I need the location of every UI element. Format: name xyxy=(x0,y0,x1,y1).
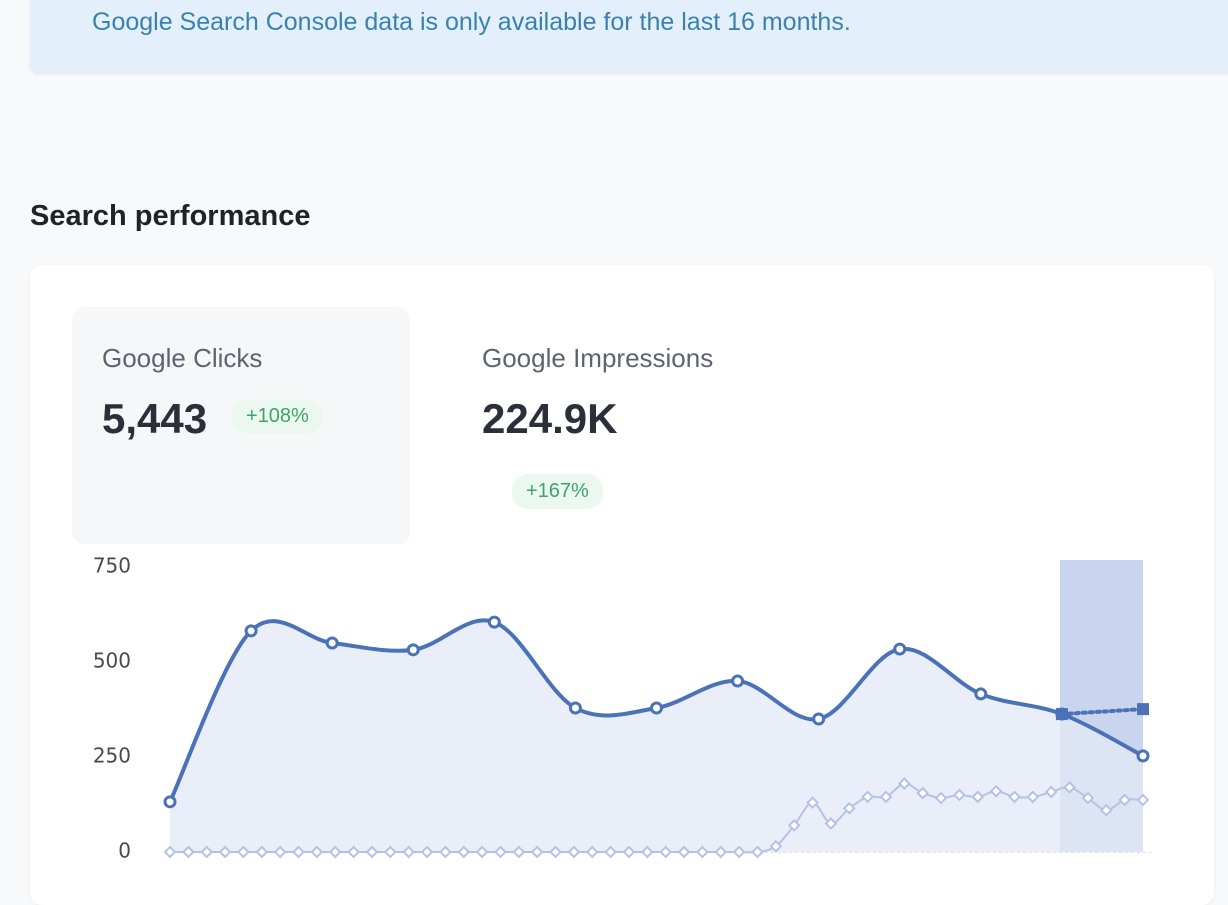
point xyxy=(383,845,397,859)
point xyxy=(1136,749,1150,763)
point xyxy=(255,845,269,859)
y-tick-label: 250 xyxy=(93,744,131,768)
point xyxy=(953,788,966,802)
point xyxy=(787,819,801,832)
point xyxy=(181,845,195,859)
point xyxy=(731,674,745,688)
point xyxy=(568,701,582,715)
point xyxy=(1026,790,1040,804)
point xyxy=(1063,781,1076,794)
notice-banner: Google Search Console data is only avail… xyxy=(30,0,1228,72)
point xyxy=(1044,785,1058,799)
point xyxy=(439,845,452,859)
point xyxy=(420,845,434,859)
point xyxy=(494,845,507,859)
metric-label: Google Impressions xyxy=(482,343,714,373)
point xyxy=(732,845,746,859)
point xyxy=(273,845,287,859)
point xyxy=(640,845,654,859)
metric-change: +108% xyxy=(232,399,323,434)
point xyxy=(406,643,420,657)
metric-value: 5,443 xyxy=(102,395,208,442)
point xyxy=(751,845,764,859)
point xyxy=(769,839,783,853)
point xyxy=(218,845,232,859)
point xyxy=(163,845,177,859)
point xyxy=(659,845,673,859)
point xyxy=(842,801,856,815)
metric-change: +167% xyxy=(512,474,603,509)
point xyxy=(1081,791,1095,805)
point xyxy=(567,845,581,859)
point xyxy=(989,784,1003,798)
point xyxy=(1118,793,1132,807)
point xyxy=(530,845,544,859)
point xyxy=(897,777,911,790)
point xyxy=(163,795,177,809)
point xyxy=(549,845,562,859)
point xyxy=(650,701,663,715)
point xyxy=(806,796,819,809)
y-tick-label: 750 xyxy=(93,554,131,578)
point xyxy=(325,636,339,650)
point xyxy=(200,845,214,859)
point xyxy=(893,642,907,656)
point xyxy=(1137,703,1149,716)
y-tick-label: 0 xyxy=(118,839,131,863)
section-title: Search performance xyxy=(30,200,311,232)
point xyxy=(347,845,360,859)
point xyxy=(244,624,258,638)
point xyxy=(677,845,691,859)
area xyxy=(170,620,1143,852)
point xyxy=(328,845,342,859)
point xyxy=(812,712,826,726)
point xyxy=(604,845,617,859)
point xyxy=(1099,803,1113,817)
point xyxy=(934,791,948,805)
point xyxy=(714,845,728,859)
point xyxy=(1008,790,1021,804)
point xyxy=(292,845,305,859)
point xyxy=(1055,708,1068,721)
point xyxy=(487,615,501,629)
point xyxy=(457,845,471,859)
point xyxy=(475,845,489,859)
point xyxy=(402,845,416,859)
point xyxy=(310,845,324,859)
y-tick-label: 500 xyxy=(93,649,131,673)
metric-value: 224.9K xyxy=(482,395,618,442)
series-line xyxy=(1059,707,1145,717)
point xyxy=(974,687,988,701)
point xyxy=(879,790,893,804)
metric-tab[interactable]: Google Impressions 224.9K +167% xyxy=(452,307,790,544)
point xyxy=(861,790,874,804)
point xyxy=(365,845,379,859)
point xyxy=(1136,793,1150,807)
point xyxy=(512,845,526,859)
point xyxy=(696,845,709,859)
point xyxy=(916,786,930,800)
metric-label: Google Clicks xyxy=(102,343,263,373)
point xyxy=(971,790,985,804)
notice-text: Google Search Console data is only avail… xyxy=(92,8,851,36)
metric-tab[interactable]: Google Clicks 5,443 +108% xyxy=(72,307,410,544)
point xyxy=(585,845,599,859)
point xyxy=(622,845,636,859)
point xyxy=(824,817,838,830)
point xyxy=(237,845,250,859)
